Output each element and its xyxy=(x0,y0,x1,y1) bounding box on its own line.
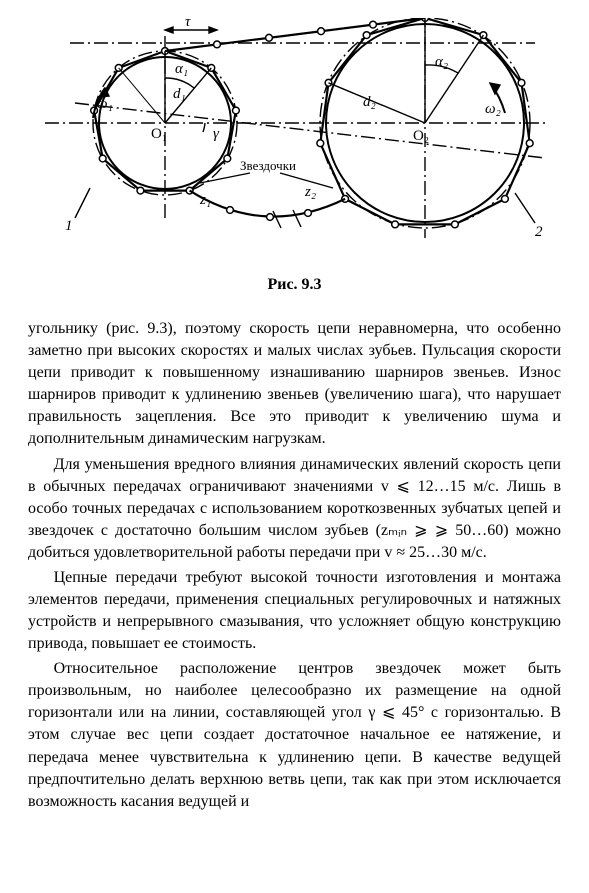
omega1-label: ω₁ xyxy=(97,96,113,112)
d1-label: d₁ xyxy=(173,86,186,102)
z1-label: z₁ xyxy=(199,192,211,208)
kinematic-diagram: τ α₁ α₂ ω₁ ω₂ d₁ d₂ O₁ O₂ γ z₁ z₂ Звездо… xyxy=(35,18,555,268)
alpha1-label: α₁ xyxy=(175,61,188,77)
tau-label: τ xyxy=(185,18,191,30)
o1-label: O₁ xyxy=(151,126,167,142)
paragraph-1: угольнику (рис. 9.3), поэтому скорость ц… xyxy=(28,318,561,450)
figure-caption: Рис. 9.3 xyxy=(28,274,561,296)
paragraph-4: Относительное расположение центров звезд… xyxy=(28,658,561,813)
ref1-label: 1 xyxy=(65,218,73,234)
z2-label: z₂ xyxy=(304,184,316,200)
sprockets-label: Звездочки xyxy=(240,158,296,173)
paragraph-3: Цепные передачи требуют высокой точности… xyxy=(28,567,561,655)
alpha2-label: α₂ xyxy=(435,54,448,70)
ref2-label: 2 xyxy=(535,224,543,240)
omega2-label: ω₂ xyxy=(485,101,501,117)
d2-label: d₂ xyxy=(363,94,376,110)
paragraph-2: Для уменьшения вредного влияния динамиче… xyxy=(28,454,561,564)
gamma-label: γ xyxy=(213,126,220,142)
o2-label: O₂ xyxy=(413,128,429,144)
